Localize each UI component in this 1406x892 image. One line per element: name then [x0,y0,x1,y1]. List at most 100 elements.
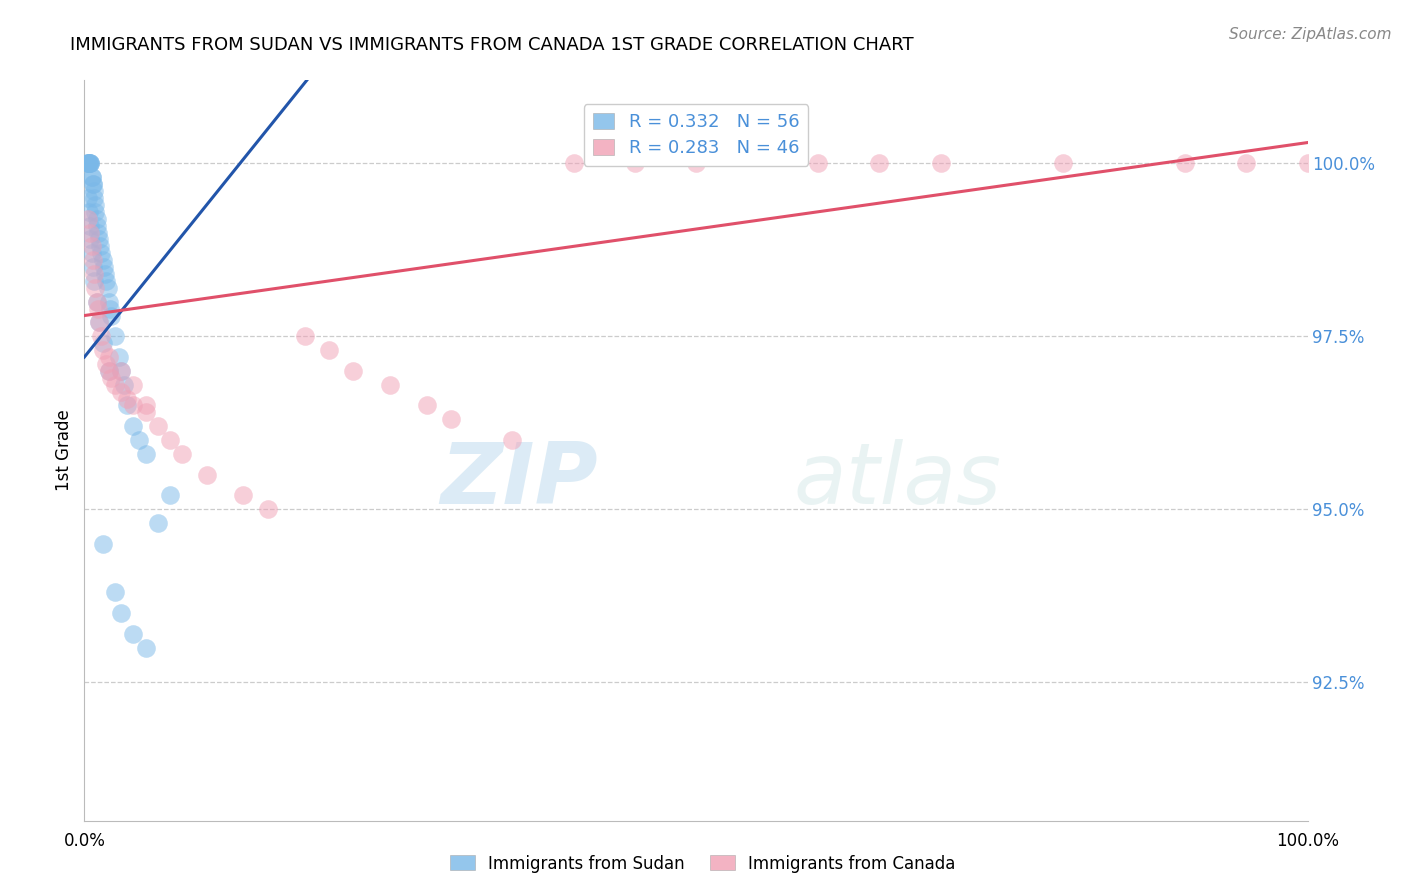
Point [84,281,107,295]
Point [87,232,110,246]
Point [100,371,122,385]
Y-axis label: 1st Grade: 1st Grade [55,409,73,491]
Point [122,377,145,392]
Point [929,156,952,170]
Point [76,156,98,170]
Point [135,405,157,419]
Point [110,364,132,378]
Point [869,156,891,170]
Point [82,253,104,268]
Point [146,419,169,434]
Point [112,377,135,392]
Point [172,447,194,461]
Point [79,219,101,233]
Point [83,184,105,198]
Point [80,170,103,185]
Point [82,260,104,274]
Point [89,239,111,253]
Point [87,315,110,329]
Point [115,392,138,406]
Point [104,329,127,343]
Point [77,156,100,170]
Text: ZIP: ZIP [440,439,598,522]
Point [115,399,138,413]
Point [87,226,110,240]
Point [91,336,114,351]
Point [624,156,647,170]
Point [94,267,117,281]
Legend: R = 0.332   N = 56, R = 0.283   N = 46: R = 0.332 N = 56, R = 0.283 N = 46 [583,104,808,166]
Point [122,419,145,434]
Point [318,343,340,358]
Point [83,191,105,205]
Point [83,267,105,281]
Point [159,488,181,502]
Point [416,399,439,413]
Point [107,350,129,364]
Point [87,301,110,316]
Point [128,433,150,447]
Point [83,274,105,288]
Point [97,281,120,295]
Point [79,156,101,170]
Point [257,502,280,516]
Point [96,357,118,371]
Point [84,198,107,212]
Point [77,204,100,219]
Point [84,204,107,219]
Point [135,447,157,461]
Point [342,364,364,378]
Text: IMMIGRANTS FROM SUDAN VS IMMIGRANTS FROM CANADA 1ST GRADE CORRELATION CHART: IMMIGRANTS FROM SUDAN VS IMMIGRANTS FROM… [70,36,914,54]
Point [80,239,103,253]
Point [86,211,108,226]
Point [98,301,121,316]
Point [110,606,132,620]
Point [80,170,103,185]
Point [77,156,100,170]
Point [1174,156,1197,170]
Point [86,294,108,309]
Point [79,156,101,170]
Point [122,627,145,641]
Point [79,232,101,246]
Point [104,377,127,392]
Point [440,412,463,426]
Point [77,156,100,170]
Point [91,537,114,551]
Point [90,246,112,260]
Point [97,350,120,364]
Point [110,384,132,399]
Text: Source: ZipAtlas.com: Source: ZipAtlas.com [1229,27,1392,42]
Point [97,364,120,378]
Legend: Immigrants from Sudan, Immigrants from Canada: Immigrants from Sudan, Immigrants from C… [443,848,963,880]
Point [146,516,169,530]
Point [104,585,127,599]
Point [807,156,830,170]
Point [91,343,114,358]
Point [86,294,108,309]
Point [502,433,524,447]
Point [122,399,145,413]
Point [93,260,115,274]
Point [87,315,110,329]
Point [80,246,103,260]
Point [135,399,157,413]
Point [135,640,157,655]
Text: atlas: atlas [794,439,1002,522]
Point [1296,156,1319,170]
Point [97,294,120,309]
Point [562,156,585,170]
Point [96,274,118,288]
Point [79,226,101,240]
Point [232,488,254,502]
Point [685,156,707,170]
Point [79,156,101,170]
Point [110,364,132,378]
Point [86,219,108,233]
Point [90,329,112,343]
Point [91,253,114,268]
Point [1052,156,1074,170]
Point [380,377,402,392]
Point [195,467,218,482]
Point [82,177,104,191]
